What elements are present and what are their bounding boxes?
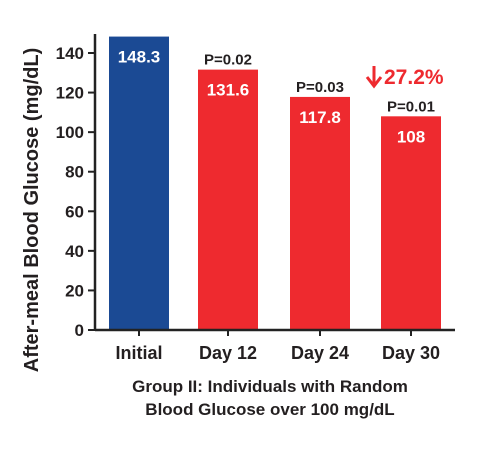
y-tick-label: 20	[65, 281, 84, 300]
y-tick-label: 140	[56, 44, 84, 63]
y-tick-label: 100	[56, 123, 84, 142]
value-label: 148.3	[118, 48, 161, 67]
y-tick-label: 0	[75, 321, 84, 340]
value-label: 117.8	[299, 108, 341, 127]
bar-day-12	[198, 69, 258, 331]
x-axis-title-line2: Blood Glucose over 100 mg/dL	[145, 400, 394, 419]
y-tick-label: 60	[65, 202, 84, 221]
axes-group	[93, 34, 455, 332]
p-values-group: P=0.02 P=0.03 P=0.01	[204, 52, 435, 116]
value-label: 108	[397, 127, 425, 146]
reduction-annotation: 27.2%	[365, 66, 444, 89]
y-ticks-group: 0 20 40 60 80 100 120 140	[56, 44, 95, 340]
value-label: 131.6	[207, 81, 250, 100]
y-tick-label: 120	[56, 84, 84, 103]
x-tick-label: Day 24	[291, 343, 349, 363]
down-arrow-icon	[365, 66, 383, 89]
p-value-label: P=0.01	[387, 98, 435, 115]
x-tick-label: Day 30	[382, 343, 440, 363]
x-tick-label: Initial	[115, 343, 162, 363]
y-tick-label: 40	[65, 242, 84, 261]
bars-group	[109, 36, 441, 331]
y-tick-label: 80	[65, 163, 84, 182]
x-axis-title-line1: Group II: Individuals with Random	[132, 377, 408, 396]
bar-day-30	[381, 116, 441, 330]
bar-day-24	[290, 96, 350, 330]
x-ticks-group: Initial Day 12 Day 24 Day 30	[115, 330, 440, 363]
reduction-percent: 27.2%	[384, 66, 444, 89]
y-axis-title: After-meal Blood Glucose (mg/dL)	[21, 48, 43, 372]
p-value-label: P=0.03	[296, 79, 344, 96]
x-tick-label: Day 12	[199, 343, 257, 363]
p-value-label: P=0.02	[204, 52, 252, 69]
bar-initial	[109, 36, 169, 331]
value-labels-group: 148.3 131.6 117.8 108	[118, 48, 425, 147]
